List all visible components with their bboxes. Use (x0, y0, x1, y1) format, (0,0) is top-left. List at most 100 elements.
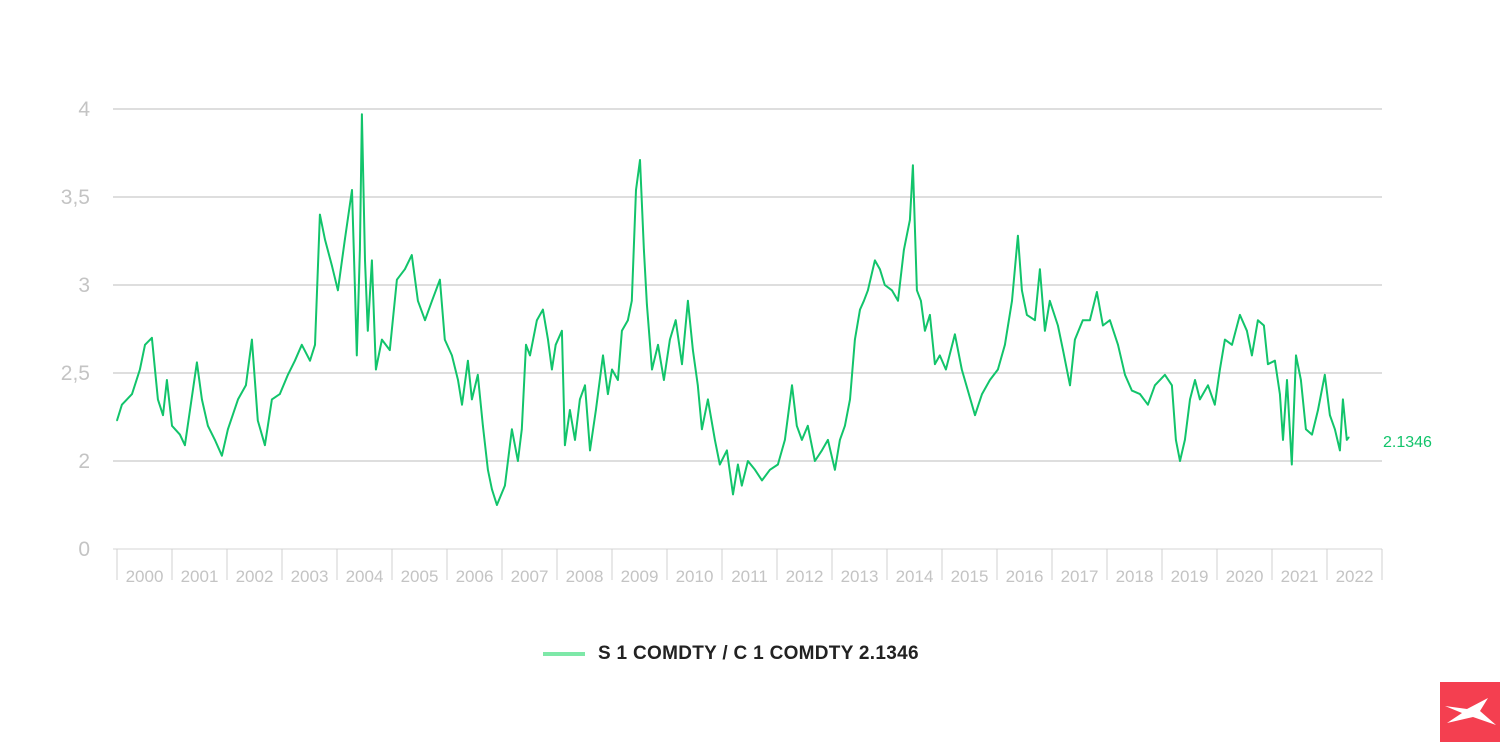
data-point (737, 463, 739, 466)
data-point (337, 289, 339, 292)
data-point (361, 113, 363, 116)
x-tick-label: 2002 (236, 567, 274, 586)
data-point (1214, 403, 1216, 406)
data-point (827, 439, 829, 441)
data-point (854, 338, 856, 341)
x-tick-label: 2012 (786, 567, 824, 586)
data-point (554, 344, 557, 346)
data-point (319, 213, 321, 216)
x-tick-label: 2017 (1061, 567, 1099, 586)
data-point (1026, 314, 1028, 316)
data-point (214, 439, 216, 441)
data-point (1171, 384, 1173, 387)
data-point (651, 368, 653, 371)
data-point (1124, 374, 1126, 376)
data-point (697, 384, 699, 387)
data-point (201, 398, 203, 401)
data-point (1049, 300, 1051, 302)
data-point (657, 344, 659, 346)
data-point (171, 425, 173, 427)
y-tick-label: 2 (78, 450, 90, 473)
data-point (839, 439, 841, 441)
data-point (1329, 414, 1331, 417)
data-point (909, 219, 911, 221)
data-point (796, 425, 798, 427)
data-point (151, 337, 153, 339)
data-point (144, 344, 146, 346)
data-point (981, 393, 983, 395)
data-point (257, 419, 259, 422)
data-point (457, 379, 459, 381)
x-tick-label: 2006 (456, 567, 494, 586)
data-point (611, 368, 613, 371)
data-point (674, 319, 677, 322)
data-point (1082, 319, 1084, 322)
last-value-label: 2.1346 (1383, 434, 1432, 451)
data-point (525, 344, 527, 346)
data-point (1102, 324, 1104, 327)
data-point (884, 284, 886, 286)
data-point (477, 374, 479, 376)
data-point (331, 264, 333, 267)
data-point (324, 238, 326, 240)
x-tick-label: 2014 (896, 567, 934, 586)
data-point (1164, 374, 1166, 376)
data-point (561, 330, 563, 332)
data-point (1154, 384, 1156, 387)
x-tick-label: 2009 (621, 567, 659, 586)
x-tick-label: 2004 (346, 567, 384, 586)
x-tick-label: 2003 (291, 567, 329, 586)
data-point (487, 469, 489, 471)
data-point (221, 454, 223, 457)
data-point (375, 368, 377, 371)
data-point (1109, 319, 1111, 322)
data-point (389, 349, 391, 351)
x-tick-label: 2008 (566, 567, 604, 586)
data-point (496, 504, 498, 506)
data-point (631, 300, 633, 302)
data-point (287, 374, 289, 376)
data-point (542, 308, 544, 311)
data-point (309, 359, 311, 362)
data-point (504, 484, 506, 487)
data-point (1179, 460, 1181, 462)
data-point (1339, 449, 1341, 452)
data-point (579, 398, 581, 401)
data-point (417, 300, 419, 302)
y-tick-label: 4 (78, 98, 90, 121)
x-tick-label: 2011 (731, 567, 768, 586)
data-point (954, 333, 956, 336)
data-point (1117, 344, 1119, 346)
data-point (1069, 384, 1071, 387)
data-point (569, 409, 571, 411)
legend[interactable]: S 1 COMDTY / C 1 COMDTY 2.1346 (543, 643, 919, 665)
data-point (264, 444, 266, 447)
x-tick-label: 2010 (676, 567, 714, 586)
xtb-logo (1440, 682, 1500, 742)
data-point (1062, 349, 1064, 351)
data-point (1175, 439, 1177, 441)
data-point (1311, 433, 1313, 436)
data-point (251, 338, 253, 341)
data-point (607, 393, 609, 395)
data-point (471, 398, 473, 401)
data-point (639, 159, 641, 161)
data-point (404, 268, 406, 271)
data-point (121, 403, 123, 406)
data-point (1131, 389, 1133, 392)
data-point (139, 368, 141, 371)
data-point (967, 389, 969, 392)
data-point (643, 249, 645, 251)
x-tick-label: 2013 (841, 567, 879, 586)
data-point (1334, 428, 1336, 431)
data-point (1282, 439, 1284, 441)
data-point (924, 330, 926, 332)
data-point (784, 439, 786, 441)
data-point (536, 319, 538, 322)
data-point (517, 460, 519, 462)
data-point (807, 425, 809, 427)
data-point (1044, 330, 1046, 332)
data-point (371, 259, 373, 262)
data-point (491, 488, 493, 491)
